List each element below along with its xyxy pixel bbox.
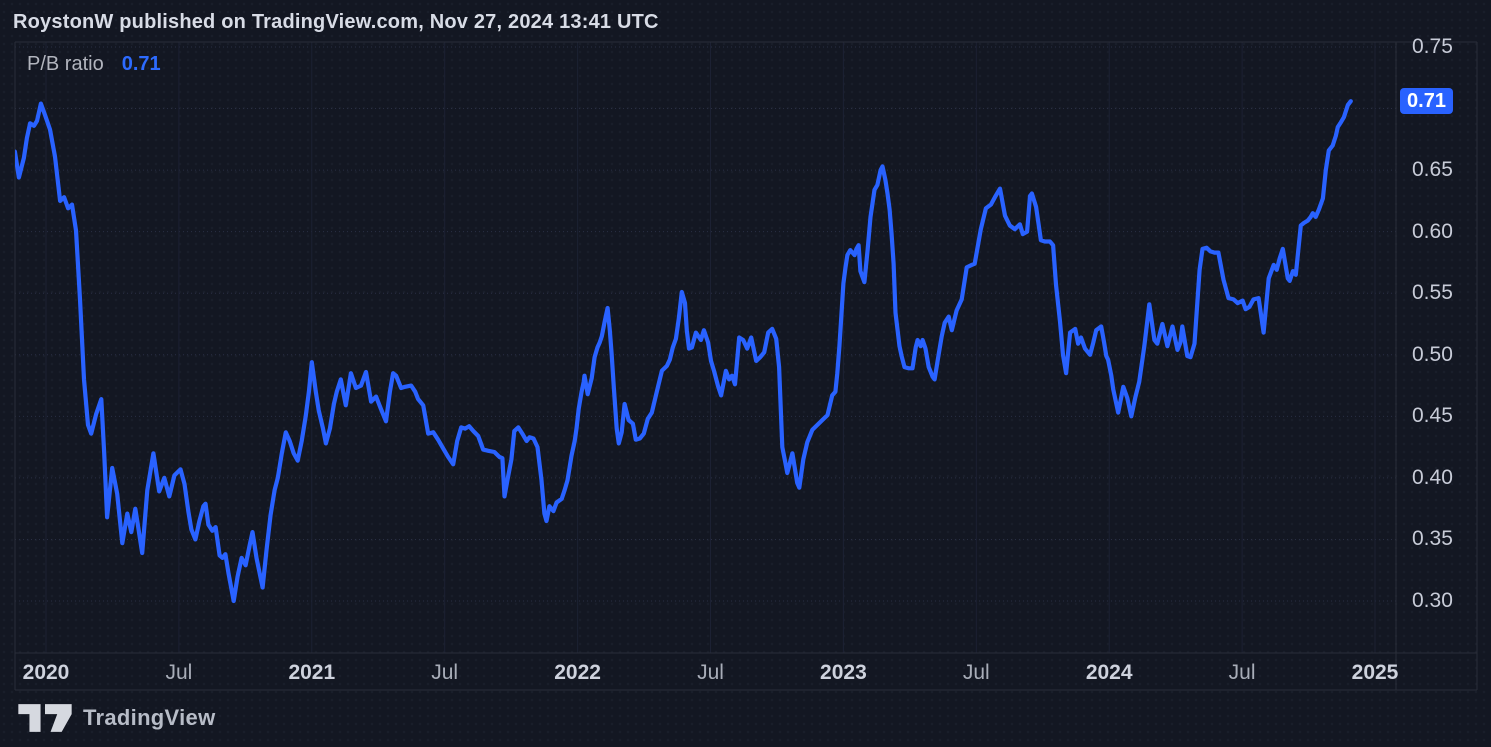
time-axis-label-2024: 2024 bbox=[1085, 661, 1133, 684]
tradingview-brand-text: TradingView bbox=[83, 705, 216, 730]
time-axis-label-jul: Jul bbox=[962, 661, 990, 684]
price-axis-label: 0.35 bbox=[1412, 527, 1453, 551]
time-axis-label-2025: 2025 bbox=[1351, 661, 1399, 684]
price-axis-label: 0.50 bbox=[1412, 342, 1453, 366]
price-axis-label: 0.65 bbox=[1412, 158, 1453, 182]
series-name-label: P/B ratio bbox=[27, 53, 104, 75]
time-axis-label-jul: Jul bbox=[1228, 661, 1256, 684]
series-legend: P/B ratio 0.71 bbox=[27, 53, 161, 76]
price-axis-label: 0.30 bbox=[1412, 588, 1453, 612]
series-last-value: 0.71 bbox=[121, 53, 161, 75]
attribution-text: RoystonW published on TradingView.com, N… bbox=[13, 11, 659, 33]
tradingview-logo-icon bbox=[18, 704, 72, 732]
price-axis-label: 0.75 bbox=[1412, 35, 1453, 58]
last-price-badge-value: 0.71 bbox=[1407, 89, 1446, 112]
time-axis-label-jul: Jul bbox=[697, 661, 724, 684]
time-axis-label-jul: Jul bbox=[431, 661, 459, 684]
price-axis-label: 0.45 bbox=[1412, 404, 1453, 428]
time-axis-label-jul: Jul bbox=[165, 661, 193, 684]
time-axis-label-2020: 2020 bbox=[22, 661, 70, 684]
time-axis-label-2023: 2023 bbox=[820, 661, 867, 684]
price-axis-label: 0.55 bbox=[1412, 281, 1453, 305]
time-axis-label-2022: 2022 bbox=[554, 661, 601, 684]
time-axis-label-2021: 2021 bbox=[288, 661, 336, 684]
price-axis-label: 0.60 bbox=[1412, 219, 1453, 243]
last-price-badge: 0.71 bbox=[1400, 88, 1453, 115]
tradingview-logo-link[interactable]: TradingView bbox=[16, 703, 216, 733]
pb-ratio-line bbox=[15, 99, 1353, 604]
price-axis-label: 0.40 bbox=[1412, 465, 1453, 489]
